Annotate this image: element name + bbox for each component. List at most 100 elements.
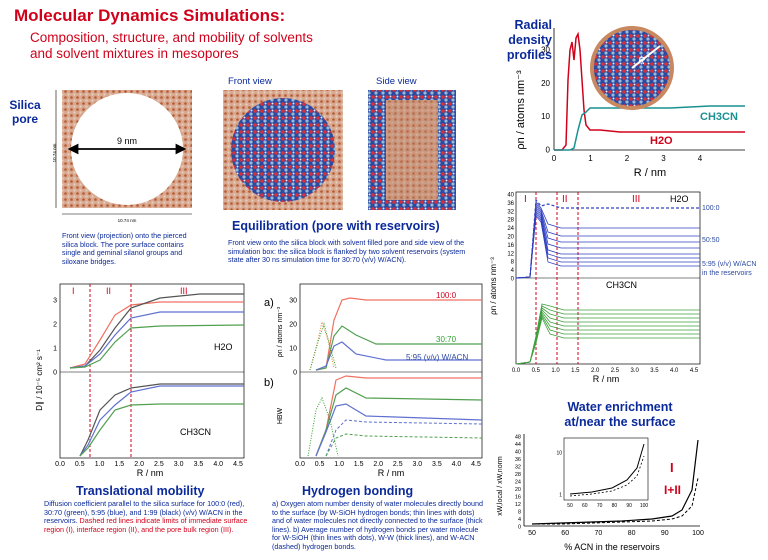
ax-yt-tick: 20 xyxy=(507,235,514,241)
equilibration-heading: Equilibration (pore with reservoirs) xyxy=(232,219,440,233)
ax-yt-tick: 12 xyxy=(507,251,514,257)
translational-caption-main: Diffusion coefficient parallel to the si… xyxy=(44,499,245,526)
enrichment-xlabel: % ACN in the reservoirs xyxy=(564,542,660,552)
poster-title: Molecular Dynamics Simulations: xyxy=(14,6,286,25)
axial-xlabel: R / nm xyxy=(593,374,620,384)
enrichment-heading: Water enrichment at/near the surface xyxy=(530,400,710,430)
radial-heading-line2: profiles xyxy=(506,48,552,62)
equilibration-caption: Front view onto the silica block with so… xyxy=(228,238,466,265)
silica-pore-heading: Silica pore xyxy=(6,98,44,126)
radial-heading: Radial density profiles xyxy=(486,18,552,63)
silica-pore-heading-line1: Silica xyxy=(9,98,41,112)
translational-heading: Translational mobility xyxy=(76,484,205,498)
en-yt-tick: 48 xyxy=(515,435,521,441)
rad-yt-tick: 0 xyxy=(546,146,551,155)
en-yt-tick: 8 xyxy=(518,510,521,516)
side-view-figure xyxy=(368,90,456,210)
hb-xt-tick: 1.0 xyxy=(334,461,344,468)
en-yt-tick: 20 xyxy=(515,487,521,493)
ax-xt-tick: 4.5 xyxy=(690,368,699,374)
diff-h2o-red xyxy=(69,301,244,369)
axial-h2o-curve xyxy=(515,215,700,279)
axial-label-595-line1: 5:95 (v/v) W/ACN xyxy=(702,261,756,268)
df-xt-tick: 2.0 xyxy=(134,461,144,468)
hb-xt-tick: 4.5 xyxy=(471,461,481,468)
hb-xt-tick: 2.0 xyxy=(373,461,383,468)
hb-xt-tick: 3.0 xyxy=(412,461,422,468)
diffusion-xlabel: R / nm xyxy=(137,468,164,478)
en-xt-tick: 80 xyxy=(628,530,636,537)
hb-rho-595 xyxy=(315,341,482,371)
axial-ch3cn-curve xyxy=(515,316,700,365)
side-label-vertical: 10.74 nm xyxy=(52,143,57,162)
ax-xt-tick: 4.0 xyxy=(670,368,679,374)
diff-ch3cn-blue xyxy=(79,385,244,457)
en-yt-tick: 40 xyxy=(515,450,521,456)
axial-ch3cn-curve xyxy=(515,305,700,365)
ax-yt-tick: 8 xyxy=(511,260,515,266)
axial-h2o-label: H2O xyxy=(670,194,689,204)
ax-xt-tick: 3.0 xyxy=(630,368,639,374)
en-xt-tick: 90 xyxy=(661,530,669,537)
axial-label-50: 50:50 xyxy=(702,237,720,244)
silica-pore-caption: Front view (projection) onto the pierced… xyxy=(62,231,187,266)
translational-caption: Diffusion coefficient parallel to the si… xyxy=(44,499,254,534)
diffusion-ch3cn-label: CH3CN xyxy=(180,427,211,437)
hb-xt-tick: 1.5 xyxy=(354,461,364,468)
df-xt-tick: 1.5 xyxy=(114,461,124,468)
ax-xt-tick: 1.5 xyxy=(571,368,580,374)
axial-h2o-curve xyxy=(515,202,700,279)
ax-xt-tick: 1.0 xyxy=(551,368,560,374)
in-xt-tick: 60 xyxy=(582,503,588,509)
axial-ylabel: ρn / atoms nm⁻³ xyxy=(489,257,498,315)
enrichment-line-I-II xyxy=(532,477,699,525)
diffusion-ylabel: D∥ / 10⁻⁵ cm² s⁻¹ xyxy=(35,349,44,411)
radial-ylabel: ρn / atoms nm⁻³ xyxy=(515,70,527,150)
diameter-label: 9 nm xyxy=(117,136,137,146)
ax-yt-tick: 40 xyxy=(507,193,514,199)
enrichment-inset xyxy=(563,437,649,501)
hbond-caption: a) Oxygen atom number density of water m… xyxy=(272,499,483,551)
df-xt-tick: 4.5 xyxy=(233,461,243,468)
df-xt-tick: 1.0 xyxy=(95,461,105,468)
ax-yt-tick: 28 xyxy=(507,218,514,224)
ax-yt-tick: 16 xyxy=(507,243,514,249)
enrichment-line-I xyxy=(531,439,699,525)
hb-yt-tick: 10 xyxy=(289,346,297,353)
radial-xlabel: R / nm xyxy=(634,167,666,179)
radial-heading-line1: Radial density xyxy=(508,18,552,47)
en-xt-tick: 100 xyxy=(692,530,704,537)
hbond-panel-a: a) xyxy=(264,297,274,309)
ax-xt-tick: 0.5 xyxy=(532,368,541,374)
rad-xt-tick: 4 xyxy=(698,154,703,163)
en-yt-tick: 44 xyxy=(515,442,521,448)
hbond-heading: Hydrogen bonding xyxy=(302,484,414,498)
df-yt-tick: 0 xyxy=(53,370,57,377)
en-xt-tick: 50 xyxy=(528,530,536,537)
enrichment-chart: xW,local / xW,norm 048121620242832364044… xyxy=(497,434,704,552)
h2o-radial-line xyxy=(554,31,745,151)
hb-xt-tick: 4.0 xyxy=(452,461,462,468)
en-yt-tick: 32 xyxy=(515,465,521,471)
en-yt-tick: 4 xyxy=(518,517,521,523)
poster-subtitle-line1: Composition, structure, and mobility of … xyxy=(30,30,313,45)
en-yt-tick: 28 xyxy=(515,472,521,478)
diff-ch3cn-green xyxy=(79,403,244,457)
ax-yt-tick: 4 xyxy=(511,268,515,274)
front-view-label: Front view xyxy=(228,76,272,87)
in-xt-tick: 50 xyxy=(567,503,573,509)
enrichment-label-I-II: I+II xyxy=(664,483,681,497)
diff-ch3cn-black xyxy=(79,383,244,457)
df-xt-tick: 3.5 xyxy=(194,461,204,468)
in-xt-tick: 100 xyxy=(640,503,649,509)
enrichment-ylabel: xW,local / xW,norm xyxy=(497,456,504,516)
en-yt-tick: 36 xyxy=(515,457,521,463)
hbond-chart: a) b) ρn / atoms nm⁻³ HBW 0 10 20 30 0.0 0.5 1… xyxy=(264,283,483,478)
axial-ch3cn-label: CH3CN xyxy=(606,280,637,290)
df-xt-tick: 3.0 xyxy=(174,461,184,468)
hb-rho-3070 xyxy=(315,325,482,371)
ch3cn-radial-line xyxy=(554,105,745,151)
radial-density-chart: ρn / atoms nm⁻³ 0 10 20 30 0 1 2 3 4 CH3CN H2O R… xyxy=(515,26,745,179)
en-yt-tick: 0 xyxy=(518,525,521,531)
axial-density-chart: ρn / atoms nm⁻³ 0 4 8 12 16 20 24 28 32 36 40 0.0 0.… xyxy=(489,191,756,384)
